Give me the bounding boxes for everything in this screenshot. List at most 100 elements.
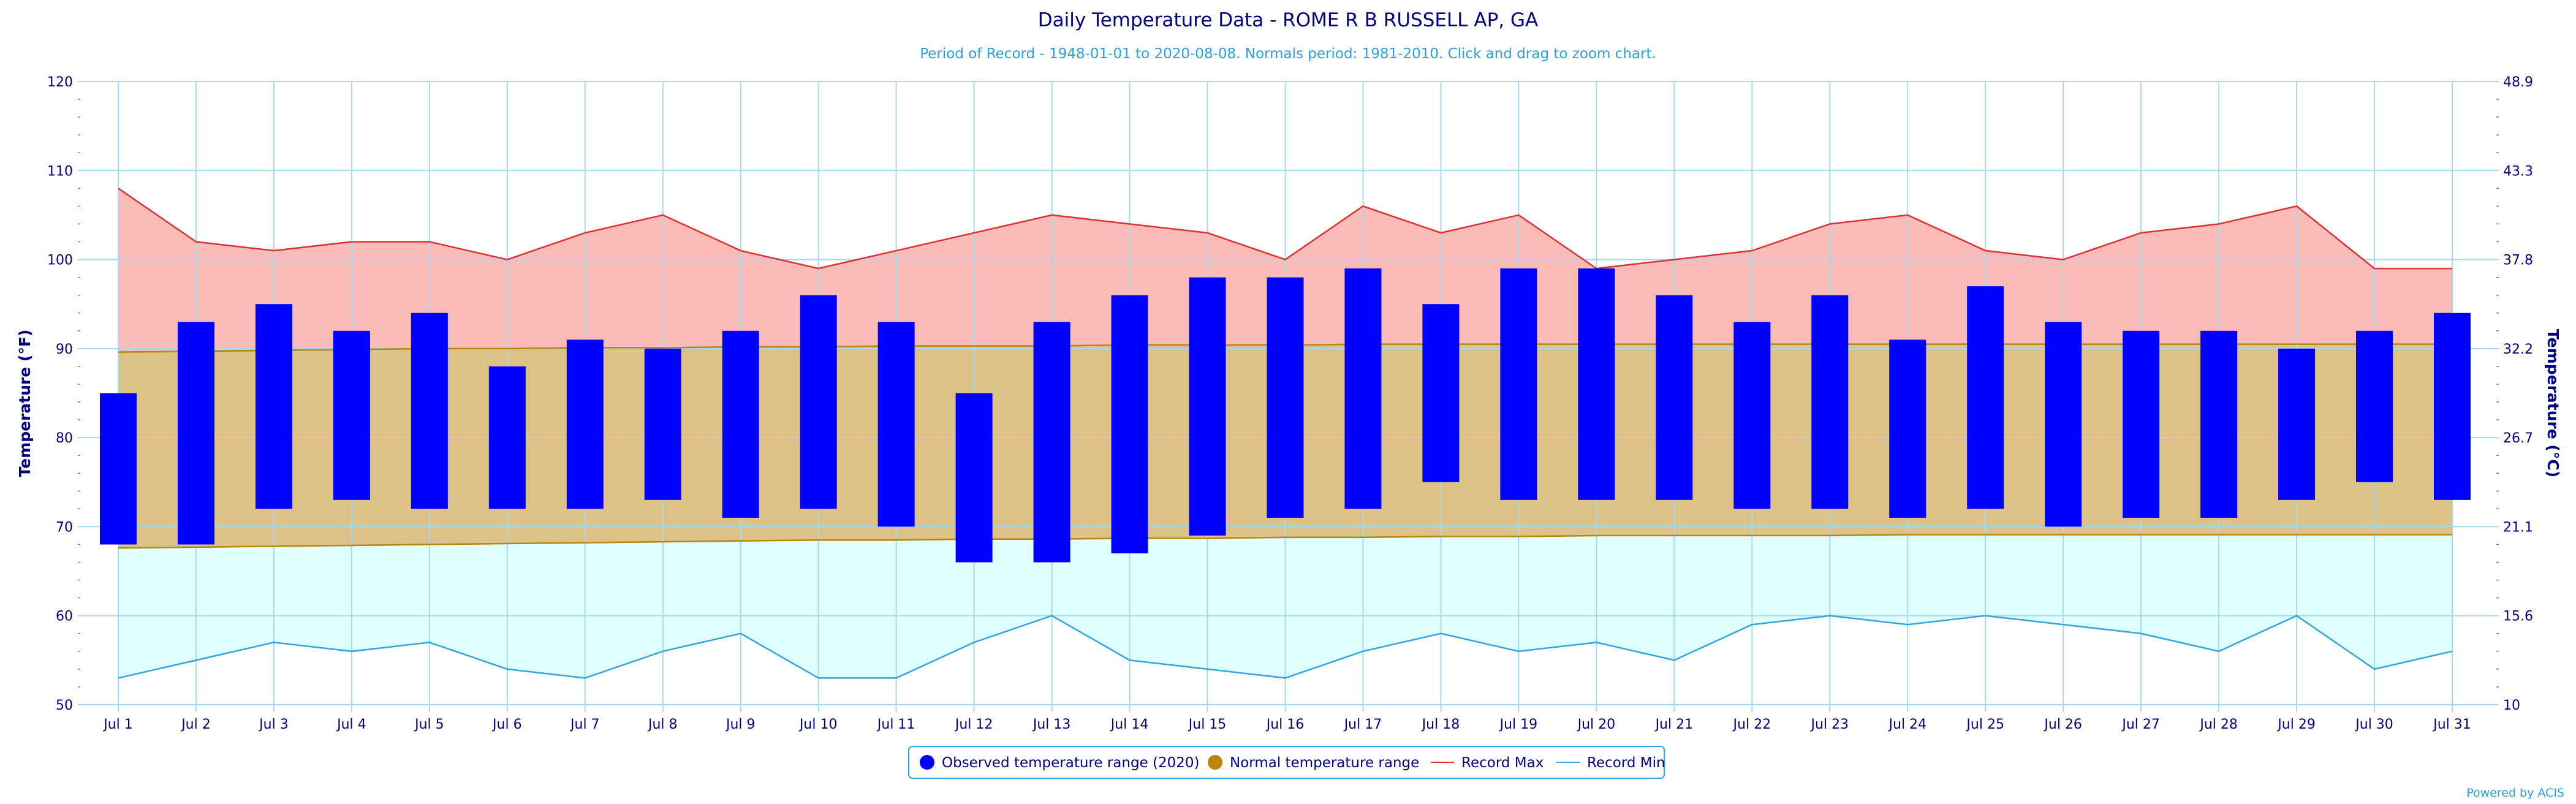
observed-range-bar[interactable]	[955, 393, 993, 563]
y-axis-title-left: Temperature (°F)	[16, 330, 34, 477]
y-tick-label-right: 43.3	[2503, 164, 2533, 179]
y-axis-title-right: Temperature (°C)	[2544, 329, 2562, 477]
x-tick-label: Jul 31	[2432, 717, 2471, 732]
x-tick-label: Jul 15	[1188, 717, 1227, 732]
x-tick-label: Jul 19	[1499, 717, 1538, 732]
legend-marker-observed	[920, 755, 934, 770]
x-tick-label: Jul 30	[2354, 717, 2393, 732]
x-tick-label: Jul 23	[1810, 717, 1849, 732]
observed-range-bar[interactable]	[1889, 339, 1926, 518]
x-tick-label: Jul 22	[1732, 717, 1771, 732]
observed-range-bar[interactable]	[877, 322, 915, 527]
observed-range-bar[interactable]	[722, 330, 759, 518]
x-tick-label: Jul 17	[1343, 717, 1382, 732]
y-tick-label-left: 120	[47, 75, 73, 90]
x-tick-label: Jul 10	[798, 717, 838, 732]
x-tick-label: Jul 29	[2276, 717, 2316, 732]
legend-label-normal: Normal temperature range	[1230, 755, 1419, 771]
observed-range-bar[interactable]	[2045, 322, 2082, 527]
x-tick-label: Jul 21	[1654, 717, 1694, 732]
x-tick-label: Jul 12	[954, 717, 993, 732]
observed-range-bar[interactable]	[100, 393, 137, 545]
legend-item-record-max[interactable]: Record Max	[1431, 755, 1544, 771]
observed-range-bar[interactable]	[1344, 268, 1382, 509]
x-tick-label: Jul 4	[336, 717, 366, 732]
observed-range-bar[interactable]	[1033, 322, 1070, 563]
observed-range-bar[interactable]	[2356, 330, 2393, 482]
observed-range-bar[interactable]	[2123, 330, 2160, 518]
legend-item-record-min[interactable]: Record Min	[1556, 755, 1665, 771]
y-tick-label-right: 32.2	[2503, 342, 2533, 357]
normal-low-line	[118, 534, 2452, 549]
y-tick-label-right: 10	[2503, 698, 2520, 713]
y-tick-label-right: 37.8	[2503, 253, 2533, 268]
observed-range-bar[interactable]	[1111, 295, 1148, 554]
x-tick-label: Jul 8	[647, 717, 678, 732]
observed-range-bar[interactable]	[2200, 330, 2238, 518]
y-tick-label-right: 26.7	[2503, 431, 2533, 446]
x-tick-label: Jul 5	[414, 717, 444, 732]
observed-range-bar[interactable]	[1811, 295, 1849, 509]
x-tick-label: Jul 26	[2043, 717, 2082, 732]
x-tick-label: Jul 18	[1421, 717, 1460, 732]
y-tick-label-left: 50	[56, 698, 73, 713]
y-tick-label-right: 15.6	[2503, 609, 2533, 624]
observed-range-bar[interactable]	[1422, 304, 1460, 482]
x-tick-label: Jul 9	[725, 717, 756, 732]
record-max-line[interactable]	[118, 188, 2452, 270]
legend: Observed temperature range (2020) Normal…	[908, 746, 1665, 779]
y-tick-label-left: 70	[56, 520, 73, 535]
legend-label-record-max: Record Max	[1461, 755, 1544, 771]
x-tick-label: Jul 25	[1965, 717, 2004, 732]
credit-link[interactable]: Powered by ACIS	[2466, 786, 2564, 800]
x-tick-label: Jul 1	[102, 717, 133, 732]
chart-title: Daily Temperature Data - ROME R B RUSSEL…	[1038, 9, 1538, 31]
observed-range-bar[interactable]	[1267, 277, 1304, 518]
y-tick-label-right: 21.1	[2503, 520, 2533, 535]
observed-range-bar[interactable]	[177, 322, 214, 545]
observed-range-bar[interactable]	[1578, 268, 1615, 500]
x-tick-label: Jul 11	[876, 717, 915, 732]
chart-subtitle: Period of Record - 1948-01-01 to 2020-08…	[920, 46, 1656, 62]
y-tick-label-left: 60	[56, 609, 73, 624]
observed-range-bar[interactable]	[644, 348, 681, 500]
observed-range-bar[interactable]	[1500, 268, 1537, 500]
y-tick-label-right: 48.9	[2503, 75, 2533, 90]
observed-range-bar[interactable]	[800, 295, 837, 509]
observed-range-bar[interactable]	[2434, 313, 2471, 500]
observed-range-bar[interactable]	[333, 330, 370, 500]
x-tick-label: Jul 27	[2121, 717, 2160, 732]
x-tick-label: Jul 14	[1110, 717, 1149, 732]
y-tick-label-left: 80	[56, 431, 73, 446]
x-tick-label: Jul 16	[1265, 717, 1305, 732]
x-tick-label: Jul 24	[1887, 717, 1926, 732]
observed-range-bar[interactable]	[411, 313, 448, 509]
x-tick-label: Jul 13	[1032, 717, 1071, 732]
legend-marker-normal	[1208, 755, 1222, 770]
x-tick-label: Jul 20	[1577, 717, 1616, 732]
y-tick-label-left: 100	[47, 253, 73, 268]
observed-range-bar[interactable]	[255, 304, 292, 509]
plot-area[interactable]: Jul 1 Jul 2 Jul 3 Jul 4 Jul 5 Jul 6 Jul 7 Jul 8…	[47, 75, 2533, 732]
legend-item-normal[interactable]: Normal temperature range	[1208, 755, 1419, 771]
x-tick-label: Jul 3	[258, 717, 289, 732]
legend-label-record-min: Record Min	[1587, 755, 1665, 771]
x-tick-label: Jul 28	[2199, 717, 2238, 732]
y-tick-label-left: 90	[56, 342, 73, 357]
observed-range-bar[interactable]	[1967, 286, 2004, 509]
observed-range-bar[interactable]	[1733, 322, 1771, 509]
observed-range-bar[interactable]	[488, 366, 526, 509]
record-min-line[interactable]	[118, 615, 2453, 679]
observed-range-bar[interactable]	[566, 339, 604, 509]
legend-item-observed[interactable]: Observed temperature range (2020)	[920, 755, 1200, 771]
y-tick-label-left: 110	[47, 164, 73, 179]
x-tick-label: Jul 6	[491, 717, 522, 732]
observed-range-bar[interactable]	[1656, 295, 1693, 500]
legend-box	[908, 746, 1665, 779]
x-tick-label: Jul 2	[180, 717, 211, 732]
x-tick-label: Jul 7	[569, 717, 600, 732]
observed-range-bar[interactable]	[1189, 277, 1226, 536]
observed-range-bar[interactable]	[2278, 348, 2316, 500]
legend-label-observed: Observed temperature range (2020)	[942, 755, 1200, 771]
